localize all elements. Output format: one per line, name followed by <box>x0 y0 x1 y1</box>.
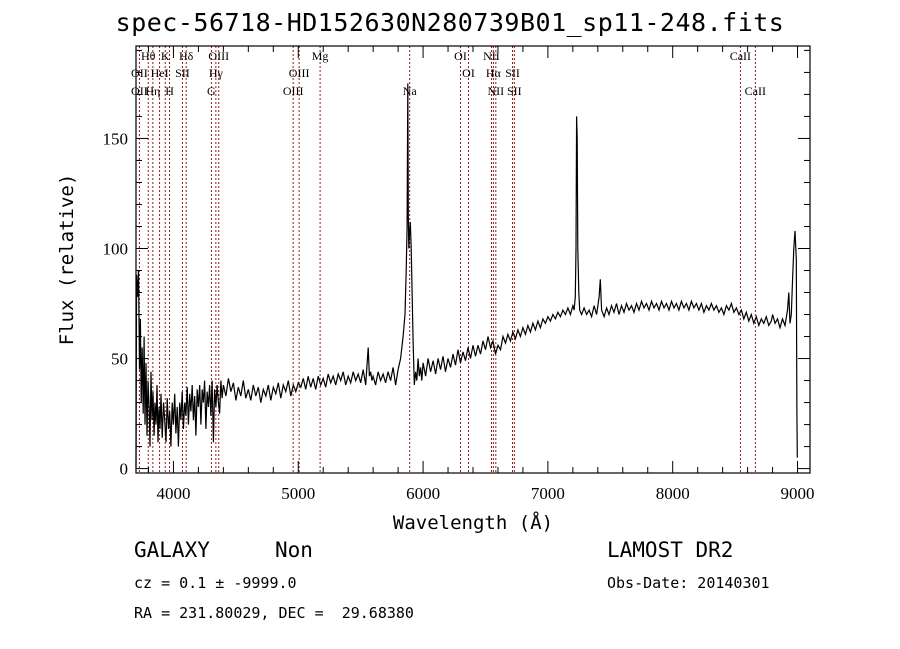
spectral-line-label: Mg <box>312 49 329 63</box>
y-tick-label: 50 <box>111 350 128 369</box>
obs-date: Obs-Date: 20140301 <box>607 574 770 592</box>
spectral-line-markers <box>138 46 756 473</box>
x-tick-label: 5000 <box>281 484 315 503</box>
axis-ticks: 4000 5000 6000 7000 8000 9000 0 50 100 150 <box>103 46 815 503</box>
spectral-line-label: SII <box>507 84 522 98</box>
spectral-line-label: Na <box>403 84 418 98</box>
y-axis-label: Flux (relative) <box>56 174 78 346</box>
y-tick-label: 150 <box>103 129 129 148</box>
x-tick-label: 6000 <box>406 484 440 503</box>
spectral-line-label: SII <box>505 66 520 80</box>
spectral-line-label: Hη <box>145 84 160 98</box>
chart-title: spec-56718-HD152630N280739B01_sp11-248.f… <box>115 8 785 37</box>
spectral-line-label: Hδ <box>179 49 194 63</box>
x-tick-label: 8000 <box>656 484 690 503</box>
object-class: GALAXY <box>134 538 210 562</box>
x-tick-label: 4000 <box>156 484 190 503</box>
spectral-line-label: HeI <box>151 66 169 80</box>
spectral-line-label: Hγ <box>209 66 224 80</box>
spectral-line-label: OI <box>462 66 475 80</box>
redshift-text: cz = 0.1 ± -9999.0 <box>134 574 297 592</box>
plot-frame <box>135 45 811 474</box>
y-tick-label: 0 <box>120 460 129 479</box>
spectral-line-label: OII <box>131 84 148 98</box>
spectral-line-label: OIII <box>208 49 229 63</box>
spectrum-series-line <box>135 83 798 469</box>
spectral-line-label: OII <box>131 66 148 80</box>
spectral-line-label: OIII <box>289 66 310 80</box>
x-tick-label: 7000 <box>531 484 565 503</box>
x-axis-label: Wavelength (Å) <box>393 511 553 534</box>
spectral-line-label: CaII <box>730 49 751 63</box>
coordinates-text: RA = 231.80029, DEC = 29.68380 <box>134 604 414 622</box>
object-subclass: Non <box>275 538 313 562</box>
spectral-line-label: SII <box>175 66 190 80</box>
x-tick-label: 9000 <box>781 484 815 503</box>
y-tick-label: 100 <box>103 239 129 258</box>
spectral-line-label: NII <box>483 49 500 63</box>
spectral-line-label: Hα <box>486 66 502 80</box>
spectral-line-label: G <box>207 84 216 98</box>
spectral-line-label: H <box>165 84 174 98</box>
survey-name: LAMOST DR2 <box>607 538 734 562</box>
spectral-line-label: NII <box>488 84 505 98</box>
spectral-line-label: K <box>161 49 170 63</box>
spectral-line-label: OIII <box>283 84 304 98</box>
spectral-line-label: OI <box>454 49 467 63</box>
spectral-line-label: Hθ <box>141 49 156 63</box>
spectral-line-label: CaII <box>745 84 766 98</box>
